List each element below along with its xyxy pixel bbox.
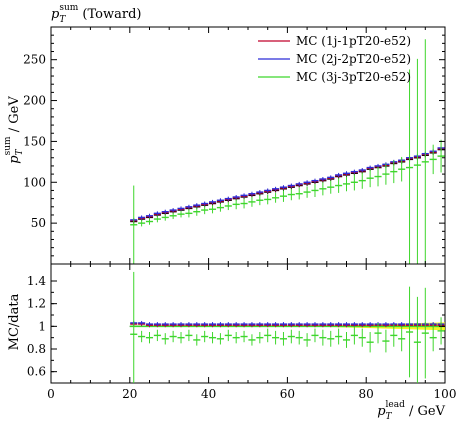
legend-entry: MC (2j-2pT20-e52) — [258, 52, 411, 66]
y-tick-label: 250 — [23, 53, 46, 67]
x-tick-label: 80 — [359, 387, 374, 401]
title-sub: T — [59, 15, 66, 25]
ratio-y-axis-label: MC/data — [7, 293, 22, 350]
x-axis: 0 20 40 60 80 100 — [47, 264, 456, 401]
legend-entry: MC (3j-3pT20-e52) — [258, 70, 411, 84]
x-axis-label: pTlead / GeV — [377, 400, 445, 422]
legend-entry: MC (1j-1pT20-e52) — [258, 34, 411, 48]
title-sup: sum — [59, 3, 78, 13]
x-tick-label: 20 — [122, 387, 137, 401]
plot-title: pTsum (Toward) — [51, 3, 141, 25]
ylabel-p: p — [7, 155, 22, 164]
legend: MC (1j-1pT20-e52) MC (2j-2pT20-e52) MC (… — [258, 34, 411, 84]
main-series-layer — [130, 39, 445, 264]
y-tick-label: 1.4 — [27, 274, 46, 288]
xlabel-rest: / GeV — [405, 404, 446, 419]
y-tick-label: 200 — [23, 94, 46, 108]
y-tick-label: 1.2 — [27, 297, 46, 311]
xlabel-sub: T — [386, 412, 393, 422]
ylabel-sup: sum — [3, 136, 13, 155]
y-tick-label: 0.8 — [27, 342, 46, 356]
title-rest: (Toward) — [78, 7, 141, 22]
ratio-series-layer — [129, 271, 445, 383]
legend-label: MC (3j-3pT20-e52) — [296, 70, 411, 84]
title-p: p — [51, 7, 60, 22]
y-tick-label: 1 — [38, 319, 46, 333]
y-tick-label: 0.6 — [27, 365, 46, 379]
ylabel-sub: T — [15, 148, 25, 155]
x-tick-label: 60 — [280, 387, 295, 401]
x-tick-label: 100 — [434, 387, 457, 401]
y-tick-label: 150 — [23, 134, 46, 148]
main-y-axis: 50 100 150 200 250 — [23, 34, 445, 257]
y-tick-label: 50 — [31, 216, 46, 230]
ratio-y-axis: 0.6 0.8 1 1.2 1.4 — [27, 274, 445, 384]
xlabel-p: p — [377, 404, 386, 419]
main-y-axis-label: pTsum / GeV — [3, 96, 25, 164]
legend-label: MC (1j-1pT20-e52) — [296, 34, 411, 48]
x-tick-label: 0 — [47, 387, 55, 401]
xlabel-sup: lead — [386, 400, 406, 410]
ylabel-rest: / GeV — [7, 96, 22, 137]
legend-label: MC (2j-2pT20-e52) — [296, 52, 411, 66]
y-tick-label: 100 — [23, 175, 46, 189]
x-tick-label: 40 — [201, 387, 216, 401]
